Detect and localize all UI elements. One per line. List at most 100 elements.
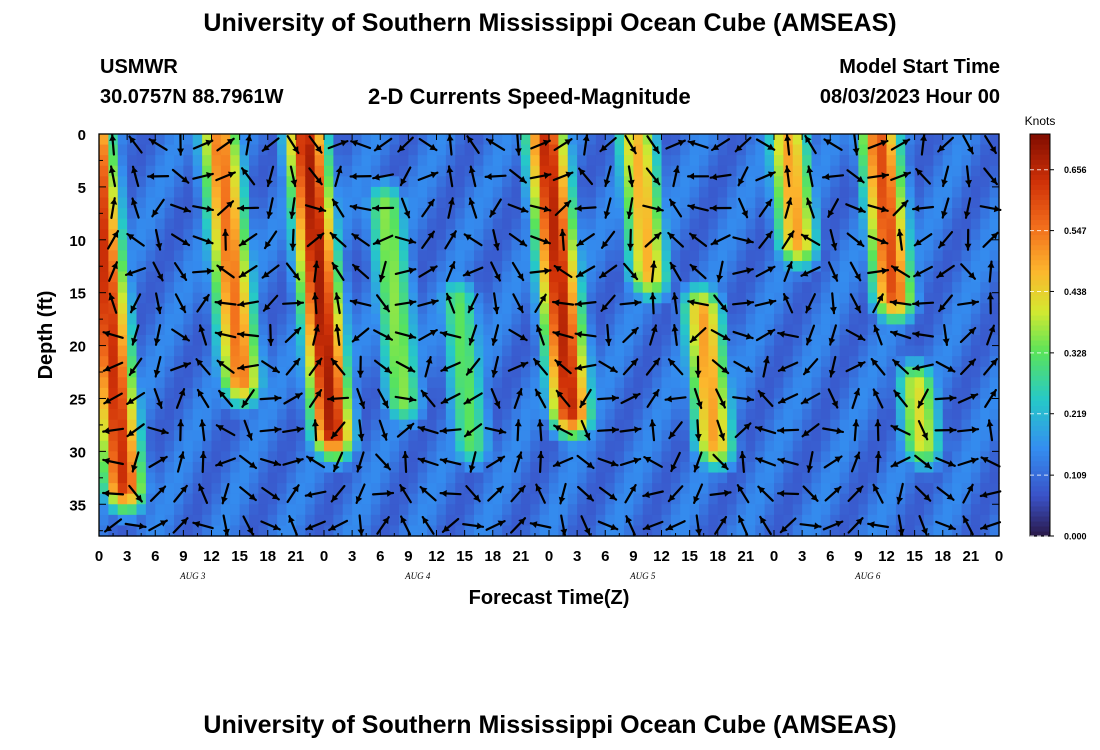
heatmap-cell: [642, 250, 653, 262]
heatmap-cell: [586, 313, 597, 326]
current-arrow-head: [332, 263, 339, 271]
heatmap-cell: [839, 292, 850, 304]
current-arrow-head: [227, 171, 235, 178]
heatmap-cell: [324, 483, 334, 495]
heatmap-cell: [305, 409, 316, 421]
heatmap-cell: [586, 377, 597, 389]
colorbar-segment: [1030, 335, 1050, 341]
heatmap-cell: [689, 514, 700, 527]
heatmap-cell: [436, 493, 447, 505]
heatmap-cell: [783, 419, 794, 431]
current-arrow-head: [913, 330, 920, 338]
heatmap-cell: [980, 313, 991, 326]
current-arrow-head: [668, 494, 676, 502]
heatmap-cell: [136, 525, 147, 537]
heatmap-cell: [295, 186, 306, 199]
heatmap-cell: [502, 282, 513, 294]
heatmap-cell: [258, 377, 269, 389]
heatmap-cell: [895, 430, 906, 442]
heatmap-cell: [436, 176, 447, 188]
heatmap-cell: [708, 134, 719, 146]
heatmap-cell: [314, 282, 325, 294]
heatmap-cell: [502, 197, 513, 209]
heatmap-cell: [952, 197, 963, 209]
heatmap-cell: [389, 504, 400, 516]
heatmap-cell: [558, 419, 569, 431]
heatmap-cell: [895, 282, 906, 294]
heatmap-cell: [783, 271, 794, 283]
heatmap-cell: [520, 525, 531, 537]
heatmap-cell: [502, 229, 513, 241]
heatmap-cell: [849, 356, 859, 368]
heatmap-cell: [277, 250, 288, 262]
heatmap-cell: [211, 387, 222, 400]
heatmap-cell: [455, 483, 466, 495]
heatmap-cell: [661, 229, 672, 241]
current-arrow-head: [449, 231, 456, 239]
heatmap-cell: [670, 155, 681, 167]
heatmap-cell: [136, 504, 147, 516]
heatmap-cell: [520, 324, 531, 336]
heatmap-cell: [764, 303, 775, 315]
heatmap-cell: [164, 451, 175, 463]
heatmap-cell: [202, 483, 213, 495]
heatmap-cell: [99, 186, 109, 199]
heatmap-cell: [689, 271, 700, 283]
heatmap-cell: [783, 504, 794, 516]
heatmap-cell: [633, 409, 644, 421]
heatmap-cell: [877, 461, 888, 474]
current-arrow-head: [238, 363, 245, 371]
current-arrow-head: [139, 522, 146, 530]
heatmap-cell: [370, 271, 381, 283]
heatmap-cell: [305, 419, 316, 431]
current-arrow-head: [644, 456, 652, 464]
heatmap-cell: [530, 377, 541, 389]
colorbar-tick-label: 0.547: [1064, 226, 1087, 236]
current-arrow-head: [373, 204, 380, 212]
current-arrow-head: [914, 239, 922, 246]
heatmap-cell: [492, 218, 503, 230]
current-arrow-head: [988, 325, 996, 333]
heatmap-cell: [361, 335, 372, 347]
heatmap-cell: [249, 366, 259, 378]
heatmap-cell: [914, 514, 925, 527]
heatmap-cell: [661, 218, 672, 230]
heatmap-cell: [764, 282, 775, 294]
heatmap-cell: [633, 239, 644, 251]
heatmap-cell: [267, 493, 278, 505]
heatmap-cell: [183, 430, 194, 442]
heatmap-cell: [174, 335, 184, 347]
heatmap-cell: [136, 134, 147, 146]
heatmap-cell: [492, 461, 503, 474]
heatmap-cell: [745, 387, 756, 400]
heatmap-cell: [858, 144, 869, 156]
station-location: 30.0757N 88.7961W: [100, 86, 284, 108]
heatmap-cell: [755, 229, 766, 241]
heatmap-cell: [614, 155, 625, 167]
current-arrow-head: [987, 293, 994, 300]
heatmap-cell: [220, 282, 231, 294]
heatmap-cell: [530, 324, 541, 336]
heatmap-cell: [474, 292, 484, 304]
heatmap-cell: [333, 504, 344, 516]
heatmap-cell: [895, 504, 906, 516]
heatmap-cell: [745, 292, 756, 304]
heatmap-cell: [155, 493, 166, 505]
heatmap-cell: [558, 324, 569, 336]
heatmap-cell: [183, 377, 194, 389]
heatmap-cell: [605, 144, 616, 156]
heatmap-cell: [980, 292, 991, 304]
heatmap-cell: [99, 229, 109, 241]
heatmap-cell: [183, 303, 194, 315]
current-arrow-head: [199, 452, 207, 459]
heatmap-cell: [502, 239, 513, 251]
heatmap-cell: [155, 260, 166, 273]
heatmap-cell: [952, 313, 963, 326]
heatmap-cell: [314, 419, 325, 431]
heatmap-cell: [136, 409, 147, 421]
heatmap-cell: [708, 271, 719, 283]
current-arrow-head: [891, 425, 899, 432]
heatmap-cell: [277, 186, 288, 199]
heatmap-cell: [145, 493, 156, 505]
heatmap-cell: [586, 356, 597, 368]
